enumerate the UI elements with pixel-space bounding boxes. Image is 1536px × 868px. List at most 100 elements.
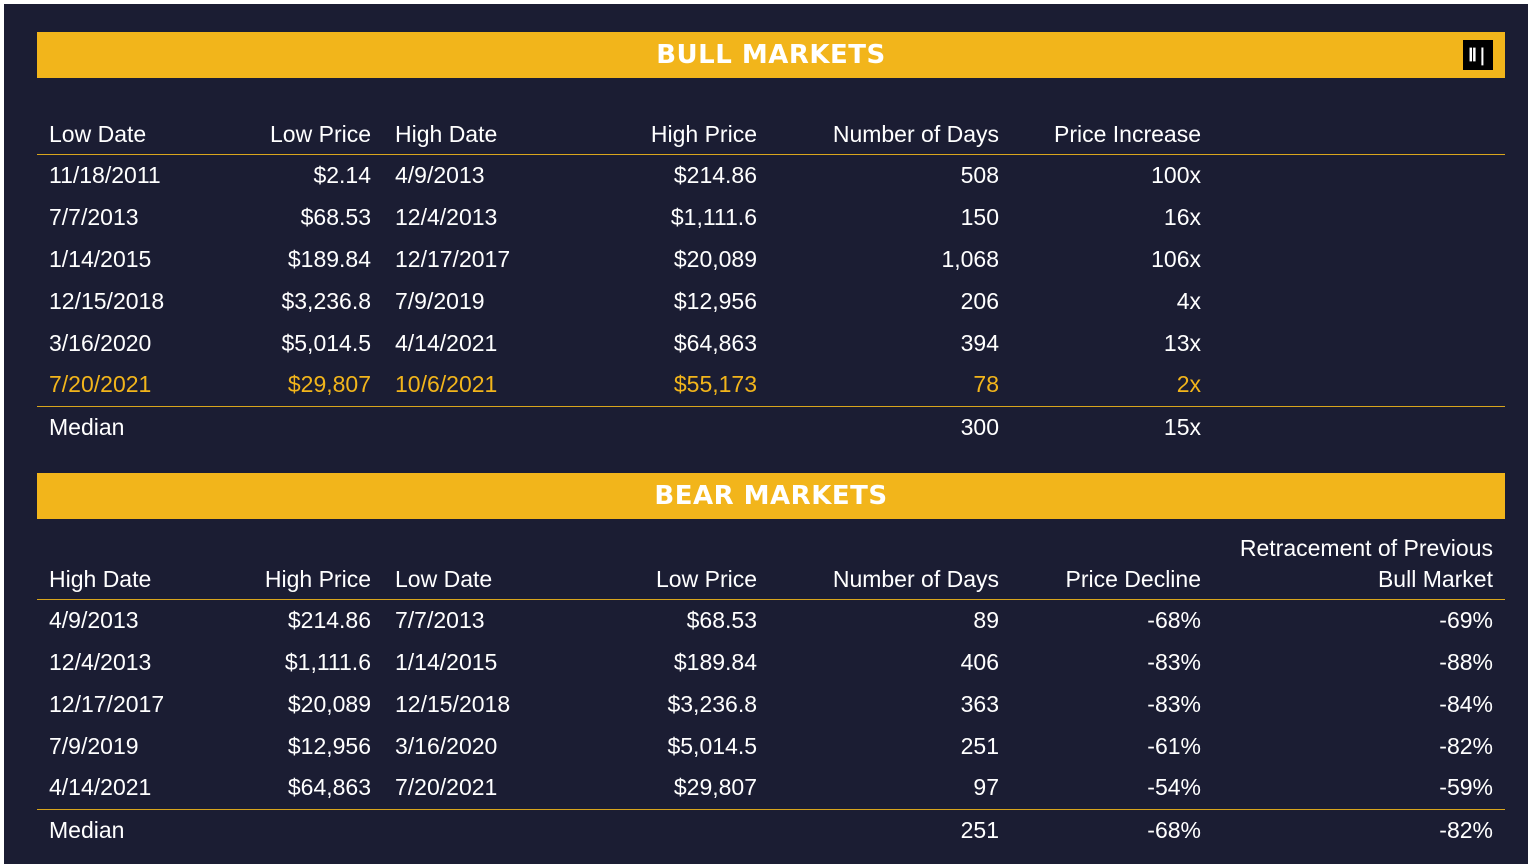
- bull-markets-banner: BULL MARKETS Ⅱ|: [37, 32, 1505, 78]
- bear-decline: -68%: [1147, 606, 1201, 633]
- table-row-highlighted: 7/20/2021 $29,807 10/6/2021 $55,173 78 2…: [37, 364, 1505, 406]
- bear-header-row: High Date High Price Low Date Low Price …: [37, 525, 1505, 599]
- bull-high-date: 7/9/2019: [395, 287, 485, 314]
- bull-median-label: Median: [49, 413, 125, 440]
- empty-cell: [1213, 406, 1505, 448]
- empty-cell: [1213, 322, 1505, 364]
- bear-markets-title: BEAR MARKETS: [654, 481, 888, 511]
- bear-retracement: -69%: [1439, 606, 1493, 633]
- bull-header-price-increase: Price Increase: [1053, 120, 1201, 147]
- bear-header-low-date: Low Date: [395, 565, 493, 592]
- bull-header-number-of-days: Number of Days: [832, 120, 999, 147]
- bear-high-date: 7/9/2019: [49, 732, 139, 759]
- bull-days: 78: [973, 371, 999, 398]
- bull-high-date: 4/14/2021: [395, 329, 498, 356]
- bear-days: 251: [960, 732, 999, 759]
- bear-high-price: $1,111.6: [284, 648, 371, 675]
- bull-header-low-date: Low Date: [49, 120, 147, 147]
- bear-low-date: 7/7/2013: [395, 606, 485, 633]
- empty-cell: [237, 406, 383, 448]
- bull-low-date: 12/15/2018: [49, 287, 165, 314]
- table-row: 11/18/2011 $2.14 4/9/2013 $214.86 508 10…: [37, 154, 1505, 196]
- bull-median-days: 300: [960, 413, 999, 440]
- bear-low-date: 3/16/2020: [395, 732, 498, 759]
- bear-median-days: 251: [960, 816, 999, 843]
- bear-markets-table: High Date High Price Low Date Low Price …: [37, 525, 1505, 851]
- bull-high-price: $20,089: [673, 245, 757, 272]
- bull-low-price: $5,014.5: [281, 329, 371, 356]
- bear-days: 97: [973, 774, 999, 801]
- bull-high-date: 12/17/2017: [395, 245, 511, 272]
- table-row: 12/15/2018 $3,236.8 7/9/2019 $12,956 206…: [37, 280, 1505, 322]
- bear-high-price: $12,956: [287, 732, 371, 759]
- bear-days: 363: [960, 690, 999, 717]
- bull-days: 508: [960, 161, 999, 188]
- bull-high-date: 12/4/2013: [395, 203, 498, 230]
- bull-low-date: 11/18/2011: [49, 161, 161, 188]
- table-row: 1/14/2015 $189.84 12/17/2017 $20,089 1,0…: [37, 238, 1505, 280]
- bull-days: 394: [960, 329, 999, 356]
- bear-header-number-of-days: Number of Days: [832, 565, 999, 592]
- empty-cell: [583, 809, 769, 851]
- empty-cell: [1213, 154, 1505, 196]
- bull-low-price: $29,807: [287, 371, 371, 398]
- bull-high-price: $1,111.6: [670, 203, 757, 230]
- bear-high-date: 12/17/2017: [49, 690, 165, 717]
- bull-increase: 13x: [1163, 329, 1201, 356]
- bear-median-label: Median: [49, 816, 125, 843]
- bear-table-area: High Date High Price Low Date Low Price …: [37, 525, 1505, 864]
- bull-high-price: $64,863: [673, 329, 757, 356]
- bear-low-price: $29,807: [673, 774, 757, 801]
- bear-median-row: Median 251 -68% -82%: [37, 809, 1505, 851]
- brand-logo-text: Ⅱ|: [1468, 44, 1488, 66]
- brand-logo-icon: Ⅱ|: [1463, 40, 1493, 70]
- bull-header-row: Low Date Low Price High Date High Price …: [37, 106, 1505, 154]
- bull-header-empty: [1213, 106, 1505, 154]
- bear-decline: -83%: [1147, 690, 1201, 717]
- bull-increase: 4x: [1176, 287, 1201, 314]
- bull-median-row: Median 300 15x: [37, 406, 1505, 448]
- bear-low-price: $189.84: [673, 648, 757, 675]
- bull-days: 1,068: [941, 245, 999, 272]
- chart-panel: BULL MARKETS Ⅱ| Low Date Low Price High …: [4, 4, 1528, 864]
- bear-header-price-decline: Price Decline: [1065, 565, 1202, 592]
- bear-days: 89: [973, 606, 999, 633]
- bear-retracement: -84%: [1439, 690, 1493, 717]
- table-row: 4/14/2021 $64,863 7/20/2021 $29,807 97 -…: [37, 767, 1505, 809]
- bear-decline: -83%: [1147, 648, 1201, 675]
- bull-low-price: $68.53: [300, 203, 371, 230]
- bull-increase: 2x: [1176, 371, 1201, 398]
- bull-high-price: $55,173: [673, 371, 757, 398]
- table-row: 7/7/2013 $68.53 12/4/2013 $1,111.6 150 1…: [37, 196, 1505, 238]
- bull-days: 150: [960, 203, 999, 230]
- bull-high-date: 10/6/2021: [395, 371, 498, 398]
- table-row: 3/16/2020 $5,014.5 4/14/2021 $64,863 394…: [37, 322, 1505, 364]
- bull-low-date: 3/16/2020: [49, 329, 152, 356]
- bull-high-price: $12,956: [673, 287, 757, 314]
- bear-decline: -54%: [1147, 774, 1201, 801]
- bull-increase: 16x: [1163, 203, 1201, 230]
- bear-low-date: 12/15/2018: [395, 690, 511, 717]
- bear-high-price: $64,863: [287, 774, 371, 801]
- bull-low-price: $2.14: [313, 161, 371, 188]
- bear-high-date: 4/9/2013: [49, 606, 139, 633]
- bear-header-low-price: Low Price: [656, 565, 757, 592]
- bull-markets-title: BULL MARKETS: [656, 40, 886, 70]
- bear-header-high-price: High Price: [264, 565, 371, 592]
- bull-high-date: 4/9/2013: [395, 161, 485, 188]
- empty-cell: [383, 809, 583, 851]
- bear-decline: -61%: [1147, 732, 1201, 759]
- bear-high-date: 4/14/2021: [49, 774, 152, 801]
- bear-retracement: -88%: [1439, 648, 1493, 675]
- bull-increase: 100x: [1151, 161, 1201, 188]
- bull-days: 206: [960, 287, 999, 314]
- bear-header-high-date: High Date: [49, 565, 152, 592]
- bear-median-decline: -68%: [1147, 816, 1201, 843]
- bull-median-increase: 15x: [1163, 413, 1201, 440]
- bull-header-low-price: Low Price: [270, 120, 371, 147]
- bear-low-price: $5,014.5: [667, 732, 757, 759]
- bear-header-retracement: Retracement of Previous Bull Market: [1239, 534, 1493, 592]
- table-row: 7/9/2019 $12,956 3/16/2020 $5,014.5 251 …: [37, 725, 1505, 767]
- bear-retracement: -59%: [1439, 774, 1493, 801]
- bull-header-high-price: High Price: [650, 120, 757, 147]
